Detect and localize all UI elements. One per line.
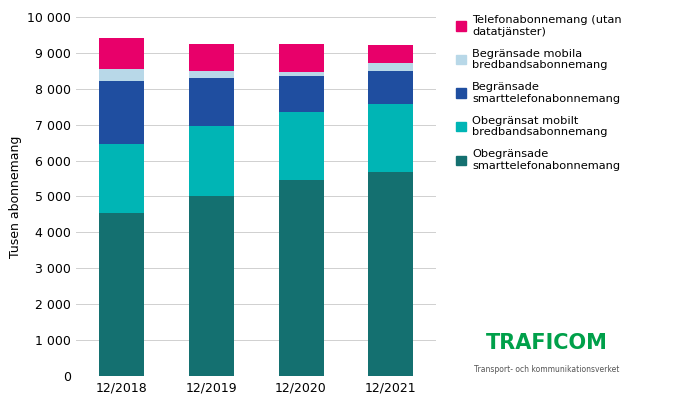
Bar bbox=[368, 45, 414, 64]
Bar bbox=[98, 144, 144, 213]
Bar bbox=[188, 196, 233, 376]
Bar bbox=[188, 71, 233, 78]
Bar bbox=[278, 72, 323, 76]
Bar bbox=[278, 112, 323, 180]
Bar bbox=[98, 38, 144, 69]
Bar bbox=[98, 82, 144, 144]
Y-axis label: Tusen abonnemang: Tusen abonnemang bbox=[9, 135, 22, 257]
Bar bbox=[368, 172, 414, 376]
Bar bbox=[278, 44, 323, 72]
Bar bbox=[188, 78, 233, 126]
Bar bbox=[188, 126, 233, 196]
Legend: Telefonabonnemang (utan
datatjänster), Begränsade mobila
bredbandsabonnemang, Be: Telefonabonnemang (utan datatjänster), B… bbox=[456, 15, 621, 171]
Text: TRAFICOM: TRAFICOM bbox=[486, 333, 608, 353]
Bar bbox=[368, 104, 414, 172]
Bar bbox=[98, 213, 144, 376]
Bar bbox=[98, 69, 144, 82]
Bar bbox=[188, 44, 233, 71]
Text: Transport- och kommunikationsverket: Transport- och kommunikationsverket bbox=[474, 365, 619, 375]
Bar bbox=[278, 76, 323, 112]
Bar bbox=[368, 64, 414, 71]
Bar bbox=[368, 71, 414, 104]
Bar bbox=[278, 180, 323, 376]
